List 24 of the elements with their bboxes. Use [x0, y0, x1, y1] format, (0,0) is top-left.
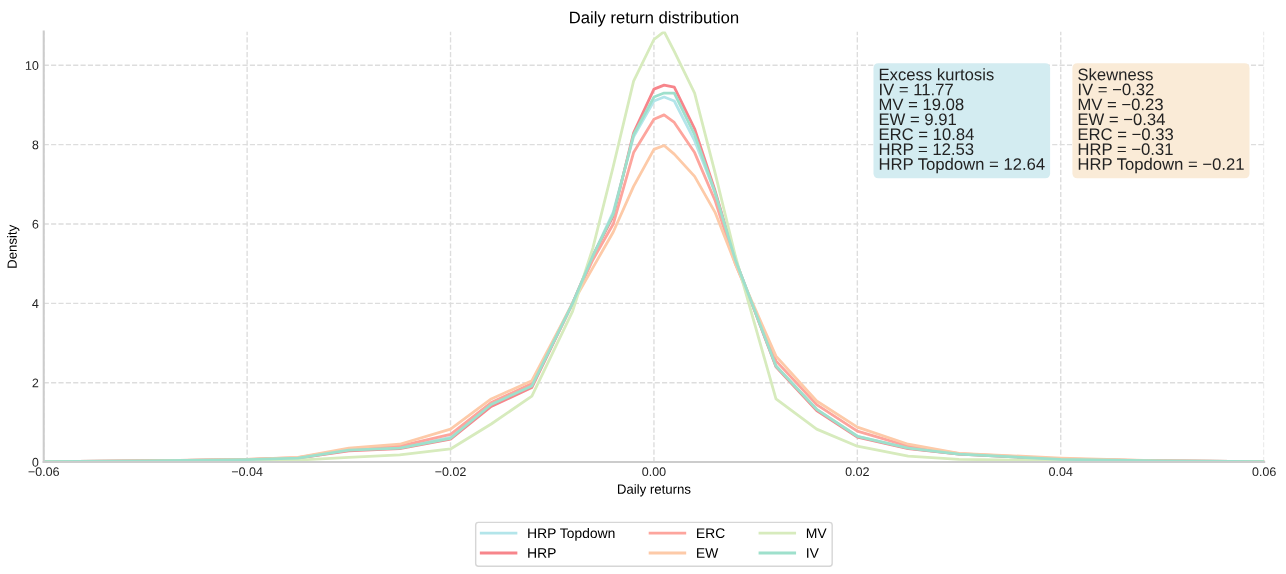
y-tick-label: 10 — [25, 61, 39, 70]
legend-label: HRP — [528, 548, 556, 558]
x-tick-label: 0.04 — [1049, 467, 1073, 477]
x-tick-label: −0.04 — [231, 467, 263, 477]
legend-label: MV — [806, 528, 827, 538]
annotation: Excess kurtosis IV = 11.77 MV = 19.08 EW = 9.91 ERC = 10.84 HRP = 12.53 HRP Topdown = 12.64 — [879, 68, 1045, 174]
x-axis-title: Daily returns — [617, 484, 691, 497]
x-tick-label: −0.06 — [28, 467, 59, 477]
y-tick-label: 2 — [32, 378, 39, 388]
y-tick-label: 8 — [32, 140, 39, 150]
legend-label: EW — [697, 548, 719, 558]
legend-label: ERC — [697, 528, 725, 539]
annotation: Skewness IV = −0.32 MV = −0.23 EW = −0.34 ERC = −0.33 HRP = −0.31 HRP Topdown = −0.21 — [1078, 68, 1244, 174]
y-tick-label: 0 — [32, 457, 39, 467]
y-axis-title: Density — [7, 224, 20, 268]
legend-label: HRP Topdown — [528, 527, 615, 541]
x-tick-label: 0.02 — [845, 467, 869, 477]
y-tick-label: 4 — [32, 299, 39, 308]
chart-title: Daily return distribution — [570, 11, 739, 27]
x-tick-label: −0.02 — [435, 467, 466, 477]
x-tick-label: 0.00 — [642, 467, 666, 477]
x-tick-label: 0.06 — [1252, 467, 1276, 477]
y-tick-label: 6 — [32, 219, 39, 229]
legend-label: IV — [807, 548, 819, 558]
